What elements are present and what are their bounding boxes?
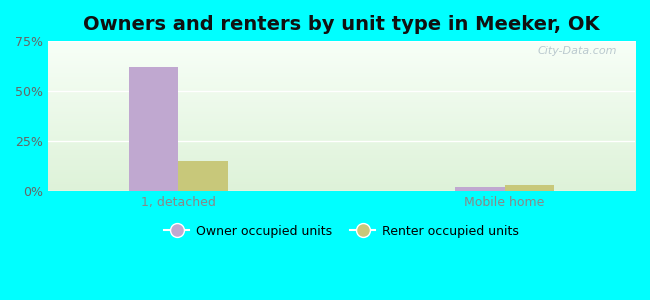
Bar bbox=[178, 161, 228, 191]
Bar bbox=[129, 67, 178, 191]
Legend: Owner occupied units, Renter occupied units: Owner occupied units, Renter occupied un… bbox=[159, 220, 523, 243]
Text: City-Data.com: City-Data.com bbox=[538, 46, 617, 56]
Title: Owners and renters by unit type in Meeker, OK: Owners and renters by unit type in Meeke… bbox=[83, 15, 600, 34]
Bar bbox=[455, 187, 504, 191]
Bar bbox=[504, 185, 554, 191]
